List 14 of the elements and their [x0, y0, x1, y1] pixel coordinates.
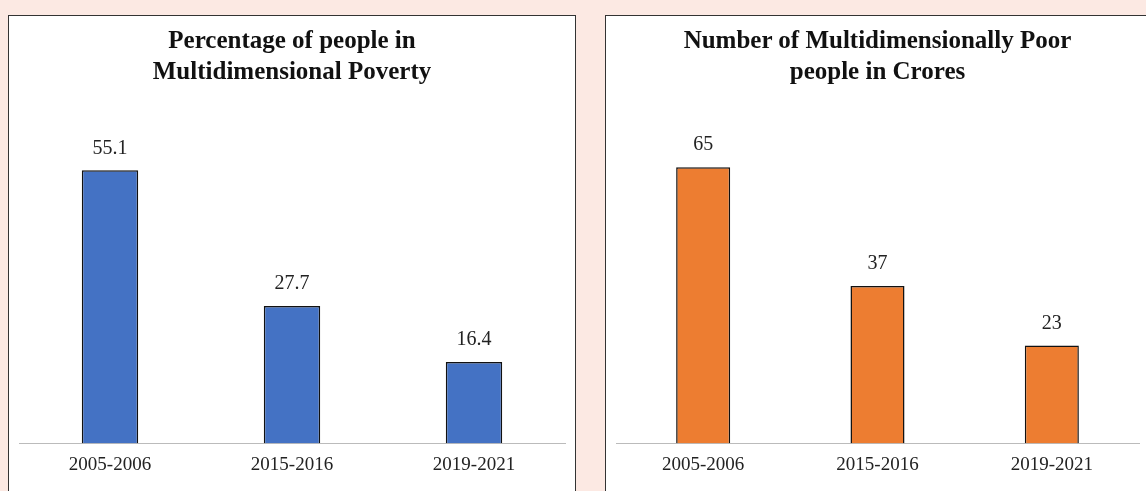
data-label: 27.7: [274, 271, 310, 294]
x-tick-label: 2015-2016: [836, 452, 919, 474]
x-tick-label: 2015-2016: [250, 452, 334, 474]
data-label: 16.4: [456, 327, 492, 350]
chart-title: Percentage of people in Multidimensional Poverty: [151, 25, 433, 86]
data-label: 65: [693, 132, 714, 155]
data-label: 55.1: [92, 135, 128, 158]
data-label: 23: [1041, 310, 1062, 333]
data-label: 37: [867, 251, 888, 274]
x-tick-label: 2019-2021: [432, 452, 516, 474]
x-tick-label: 2005-2006: [662, 452, 745, 474]
x-tick-label: 2005-2006: [68, 452, 152, 474]
x-tick-label: 2019-2021: [1010, 452, 1093, 474]
chart-title: Number of Multidimensionally Poor people in Crores: [682, 25, 1073, 86]
